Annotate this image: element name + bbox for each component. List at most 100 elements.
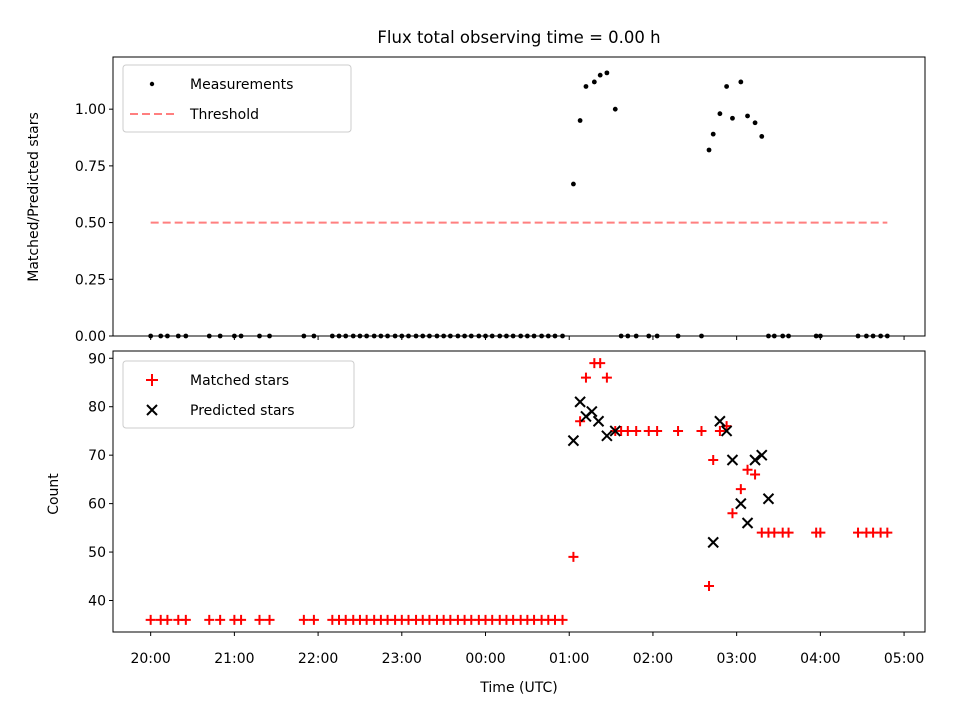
matched-star-point (783, 527, 794, 538)
matched-star-point (204, 614, 215, 625)
bottom-y-tick-label: 40 (88, 594, 106, 610)
matched-star-point (264, 614, 275, 625)
measurement-point (759, 133, 765, 139)
top-plot-marks (148, 70, 890, 339)
matched-star-point (708, 455, 719, 466)
measurement-point (583, 84, 589, 89)
matched-star-point (742, 464, 753, 475)
top-plot-frame (112, 56, 926, 337)
matched-star-point (180, 614, 191, 625)
legend-measurements-label: Measurements (190, 77, 293, 93)
predicted-star-point (592, 415, 605, 427)
matched-star-point (215, 614, 226, 625)
measurement-point (745, 113, 750, 119)
predicted-star-point (726, 454, 739, 466)
matched-star-point (769, 527, 780, 538)
measurement-point (724, 84, 730, 89)
matched-star-point (721, 421, 732, 432)
x-tick-label: 01:00 (549, 651, 589, 667)
bottom-y-tick-label: 60 (88, 497, 106, 513)
top-y-tick-label: 0.00 (75, 329, 106, 345)
x-tick-label: 20:00 (130, 651, 170, 667)
matched-star-point (580, 372, 591, 383)
measurement-point (706, 147, 712, 153)
legend-matched-label: Matched stars (190, 373, 289, 389)
x-tick-label: 03:00 (716, 651, 756, 667)
bottom-y-tick-label: 50 (88, 545, 106, 561)
x-tick-label: 23:00 (382, 651, 422, 667)
top-y-ticks: 0.00 0.25 0.50 0.75 1.00 (75, 102, 113, 345)
legend-predicted-marker (146, 404, 158, 416)
x-tick-label: 02:00 (633, 651, 673, 667)
matched-star-point (750, 469, 761, 480)
top-legend-box (122, 64, 352, 133)
top-y-tick-label: 0.25 (75, 272, 106, 288)
measurement-point (717, 111, 723, 117)
top-panel: Matched/Predicted stars 0.00 0.25 0.50 0.75… (26, 56, 926, 345)
matched-star-point (704, 580, 715, 591)
predicted-star-point (574, 396, 586, 408)
bottom-y-ticks: 40 50 60 70 80 90 (88, 351, 113, 610)
matched-star-point (236, 614, 247, 625)
predicted-star-point (601, 430, 613, 442)
bottom-legend: Matched stars Predicted stars (122, 360, 355, 429)
top-legend: Measurements Threshold (122, 64, 352, 133)
top-y-tick-label: 0.75 (75, 159, 106, 175)
measurement-point (577, 118, 583, 123)
predicted-star-point (749, 454, 761, 466)
bottom-y-tick-label: 80 (88, 400, 106, 416)
bottom-plot-frame (112, 350, 926, 633)
matched-star-point (575, 416, 586, 427)
x-axis-label: Time (UTC) (479, 680, 557, 696)
measurement-point (738, 79, 744, 85)
matched-star-point (308, 614, 319, 625)
bottom-y-axis-label: Count (46, 473, 62, 515)
predicted-star-point (720, 425, 733, 437)
bottom-plot-marks (145, 358, 893, 625)
legend-matched-marker (146, 374, 158, 386)
matched-star-point (568, 551, 579, 562)
matched-star-point (643, 425, 654, 436)
predicted-star-point (707, 536, 719, 549)
matched-star-point (673, 425, 684, 436)
matched-star-point (595, 358, 606, 369)
predicted-star-point (714, 415, 726, 427)
predicted-star-point (762, 493, 775, 505)
matched-star-point (815, 527, 826, 538)
matched-star-point (631, 425, 642, 436)
bottom-y-tick-label: 90 (88, 351, 106, 367)
bottom-x-ticks: 20:00 21:00 22:00 23:00 00:00 01:00 02:00 03:00… (130, 632, 924, 667)
measurement-point (591, 79, 597, 85)
top-y-axis-label: Matched/Predicted stars (26, 112, 42, 282)
matched-star-point (162, 614, 173, 625)
matched-star-point (853, 527, 864, 538)
predicted-star-point (756, 449, 768, 461)
x-tick-label: 05:00 (884, 651, 924, 667)
measurement-point (710, 131, 716, 137)
measurement-point (597, 72, 603, 78)
measurement-point (604, 70, 610, 76)
matched-star-point (601, 372, 612, 383)
predicted-star-point (741, 517, 754, 529)
matched-star-point (652, 425, 663, 436)
matched-star-point (882, 527, 893, 538)
matched-star-point (714, 425, 725, 436)
x-tick-label: 04:00 (800, 651, 840, 667)
matched-star-point (735, 484, 746, 495)
measurement-point (752, 120, 758, 126)
legend-threshold-label: Threshold (189, 107, 259, 123)
measurement-point (571, 181, 576, 187)
x-tick-label: 21:00 (214, 651, 254, 667)
matched-star-point (145, 614, 156, 625)
predicted-star-point (735, 497, 747, 510)
legend-measurements-marker (149, 81, 155, 87)
bottom-legend-box (122, 360, 355, 429)
matched-star-point (557, 614, 568, 625)
predicted-star-point (586, 405, 598, 418)
top-y-tick-label: 0.50 (75, 216, 106, 232)
predicted-star-point (567, 434, 580, 447)
predicted-star-point (609, 425, 621, 437)
matched-star-point (696, 425, 707, 436)
measurement-point (730, 115, 735, 121)
